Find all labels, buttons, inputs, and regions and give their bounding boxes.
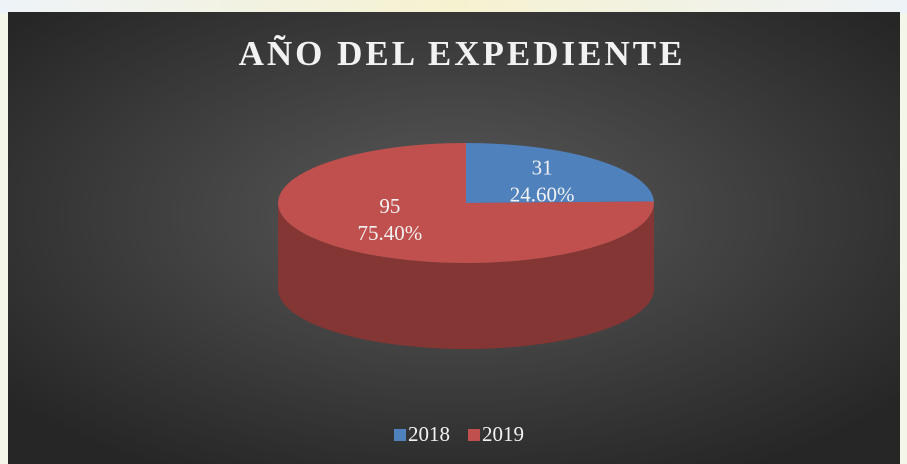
legend: 2018 2019 (394, 422, 524, 446)
percent-label: 75.40% (357, 221, 422, 245)
page-strip (0, 0, 907, 14)
data-label: 95 (379, 194, 400, 218)
pie: 31 24.60% 95 75.40% (278, 143, 654, 349)
legend-label: 2019 (482, 422, 524, 446)
legend-label: 2018 (408, 422, 450, 446)
legend-swatch (394, 429, 406, 441)
slice (278, 143, 654, 263)
slice (466, 143, 654, 203)
chart-title: AÑO DEL EXPEDIENTE (239, 34, 686, 73)
legend-swatch (468, 429, 480, 441)
percent-label: 24.60% (510, 182, 575, 206)
slice-side (278, 203, 654, 349)
data-label: 31 (532, 155, 553, 179)
